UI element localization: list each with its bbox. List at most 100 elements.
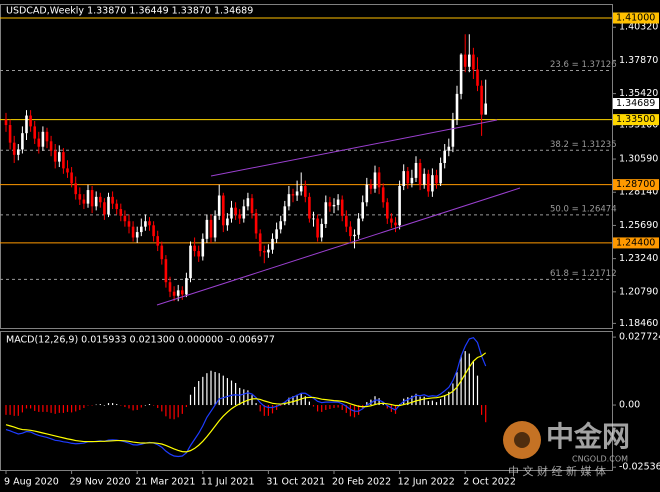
- candle-body: [115, 203, 118, 210]
- macd-bar: [87, 405, 89, 406]
- candle-body: [148, 221, 151, 226]
- macd-bar: [83, 405, 85, 408]
- macd-bar: [251, 395, 253, 406]
- candle-body: [29, 115, 32, 127]
- candle-body: [361, 202, 364, 219]
- macd-bar: [116, 404, 118, 406]
- candle-body: [373, 172, 377, 189]
- macd-bar: [38, 405, 40, 412]
- macd-bar: [177, 405, 179, 418]
- macd-bar: [481, 405, 483, 415]
- macd-bar: [304, 396, 306, 406]
- level-tag: [613, 12, 659, 24]
- macd-bar: [161, 405, 163, 412]
- macd-bar: [202, 376, 204, 406]
- macd-bar: [21, 405, 23, 413]
- fib-label: 50.0 = 1.26474: [550, 204, 617, 214]
- candle-body: [103, 202, 106, 215]
- candle-body: [21, 133, 24, 150]
- macd-bar: [214, 371, 216, 406]
- candle-body: [156, 236, 159, 246]
- candle-body: [390, 218, 393, 223]
- macd-bar: [386, 405, 388, 409]
- x-tick-label: 11 Jul 2021: [201, 477, 255, 488]
- candle-body: [58, 152, 61, 162]
- candle-body: [349, 226, 352, 237]
- level-label: 1.28700: [616, 179, 655, 190]
- candle-body: [201, 238, 205, 257]
- candle-body: [406, 171, 410, 184]
- level-tag: [613, 114, 659, 126]
- macd-line: [5, 352, 487, 453]
- macd-pane-frame: [0, 331, 613, 471]
- candle-body: [480, 85, 483, 115]
- fib-label: 38.2 = 1.31235: [550, 140, 617, 150]
- candle-body: [209, 219, 213, 238]
- candle-body: [246, 198, 250, 207]
- candle-body: [263, 251, 266, 253]
- macd-bar: [50, 405, 52, 413]
- candle-body: [70, 172, 73, 184]
- x-tick-label: 20 Feb 2022: [332, 477, 391, 488]
- price-tag: [613, 98, 659, 110]
- macd-bar: [25, 405, 28, 409]
- candle-body: [119, 209, 123, 216]
- macd-bar: [280, 405, 282, 407]
- candle-body: [398, 186, 401, 226]
- candle-body: [472, 54, 475, 70]
- candle-body: [222, 195, 225, 226]
- candle-body: [123, 215, 127, 222]
- macd-bar: [292, 396, 294, 406]
- macd-bar: [124, 405, 126, 408]
- candle-body: [193, 245, 196, 252]
- candle-body: [283, 206, 287, 222]
- macd-bar: [198, 381, 200, 406]
- candle-body: [140, 226, 143, 233]
- macd-bar: [153, 405, 155, 406]
- candle-body: [197, 251, 200, 257]
- macd-bar: [476, 375, 479, 406]
- x-tick-label: 29 Nov 2020: [70, 477, 131, 488]
- macd-bar: [140, 405, 142, 408]
- y-tick-label: 1.18460: [619, 318, 658, 329]
- macd-bar: [165, 405, 167, 417]
- macd-bar: [263, 405, 265, 416]
- macd-bar: [345, 405, 347, 413]
- chart-title: USDCAD,Weekly 1.33870 1.36449 1.33870 1.…: [6, 6, 253, 17]
- macd-bar: [239, 387, 241, 406]
- candle-body: [66, 168, 69, 173]
- candle-body: [78, 194, 82, 200]
- price-label: 1.34689: [616, 98, 655, 109]
- candle-body: [431, 175, 434, 192]
- candle-body: [316, 218, 319, 238]
- macd-bar: [181, 405, 183, 414]
- macd-bar: [349, 405, 351, 417]
- candle-body: [308, 196, 311, 219]
- candle-body: [25, 115, 28, 134]
- candle-body: [99, 196, 102, 203]
- candle-body: [271, 238, 274, 250]
- macd-bar: [288, 397, 290, 406]
- macd-bar: [341, 405, 343, 410]
- macd-bar: [99, 404, 101, 406]
- candle-body: [53, 150, 57, 162]
- macd-bar: [157, 405, 159, 408]
- macd-bar: [132, 405, 134, 411]
- candle-body: [324, 202, 328, 224]
- level-label: 1.24400: [616, 237, 655, 248]
- macd-bar: [144, 405, 146, 406]
- macd-bar: [325, 405, 327, 410]
- candle-body: [86, 190, 90, 204]
- macd-bar: [206, 373, 208, 406]
- candle-body: [287, 194, 291, 207]
- candle-body: [176, 290, 180, 296]
- watermark-domain: CNGOLD.COM: [572, 455, 628, 464]
- candle-body: [320, 223, 323, 238]
- macd-bar: [103, 405, 105, 406]
- candle-body: [107, 196, 110, 215]
- macd-bar: [66, 405, 69, 412]
- candle-body: [418, 162, 422, 185]
- macd-bar: [464, 351, 466, 406]
- candle-body: [49, 141, 53, 151]
- macd-bar: [9, 405, 11, 415]
